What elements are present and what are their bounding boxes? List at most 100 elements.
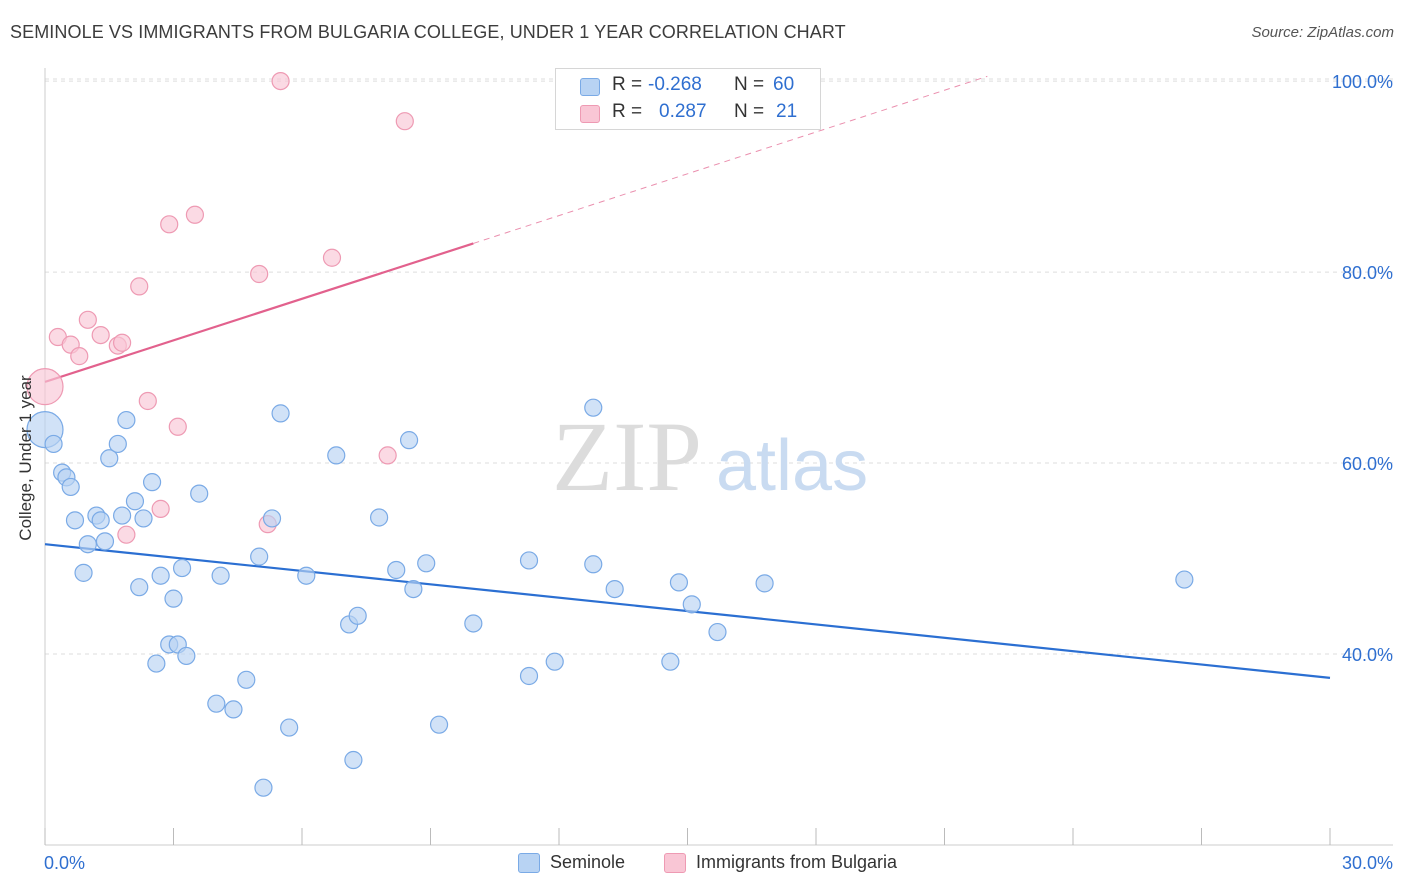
seminole-point — [262, 509, 282, 528]
watermark: ZIP atlas — [552, 401, 868, 512]
seminole-point — [708, 622, 727, 642]
seminole-point — [519, 551, 539, 570]
bulgaria-point — [70, 347, 89, 366]
bulgaria-point — [151, 499, 170, 518]
x-tick-label-min: 0.0% — [44, 853, 85, 873]
bulgaria-swatch — [580, 105, 600, 123]
seminole-point — [117, 410, 136, 430]
seminole-swatch — [580, 78, 600, 96]
seminole-point — [164, 589, 183, 608]
bulgaria-point — [250, 264, 269, 284]
seminole-point — [125, 492, 145, 511]
seminole-point — [429, 715, 449, 734]
bottom-bulgaria-label: Immigrants from Bulgaria — [696, 852, 898, 872]
seminole-point — [404, 579, 423, 599]
seminole-point — [44, 434, 63, 454]
bulgaria-point — [378, 446, 397, 465]
seminole-point — [327, 446, 346, 465]
seminole-r-value: -0.268 — [648, 74, 702, 95]
bulgaria-r-label: R = — [612, 101, 643, 122]
seminole-point — [108, 434, 127, 454]
seminole-point — [370, 508, 389, 527]
seminole-point — [464, 614, 483, 633]
seminole-point — [755, 574, 774, 593]
seminole-point — [74, 563, 93, 582]
seminole-point — [78, 535, 97, 554]
seminole-n-value: 60 — [773, 74, 795, 95]
seminole-point — [134, 509, 153, 528]
watermark-zip: ZIP — [552, 401, 702, 512]
y-axis-label: College, Under 1 year — [16, 375, 35, 541]
seminole-point — [207, 694, 226, 713]
chart-title: SEMINOLE VS IMMIGRANTS FROM BULGARIA COL… — [10, 22, 846, 42]
bottom-seminole-label: Seminole — [550, 852, 626, 872]
bulgaria-point — [78, 310, 97, 329]
seminole-point — [95, 532, 115, 551]
bulgaria-point — [185, 205, 205, 224]
tick-labels: 0.0% 30.0% 40.0% 60.0% 80.0% 100.0% — [44, 72, 1393, 873]
bulgaria-point — [168, 417, 187, 436]
bulgaria-trend-extension — [473, 75, 988, 244]
bulgaria-points — [26, 71, 414, 544]
bulgaria-point — [395, 112, 414, 131]
axes — [44, 68, 1393, 846]
stats-legend: R = -0.268 N = 60 R = 0.287 N = 21 — [555, 68, 821, 130]
seminole-r-label: R = — [612, 74, 643, 95]
seminole-point — [237, 670, 256, 689]
bulgaria-point — [271, 71, 290, 91]
bulgaria-point — [322, 248, 342, 267]
watermark-atlas: atlas — [716, 426, 868, 506]
bulgaria-point — [130, 277, 149, 296]
seminole-point — [130, 578, 149, 597]
seminole-point — [344, 750, 363, 770]
seminole-point — [112, 506, 132, 525]
grid-lines — [45, 78, 1393, 655]
seminole-point — [417, 554, 436, 573]
seminole-point — [669, 573, 689, 592]
seminole-point — [100, 449, 119, 468]
seminole-point — [1175, 570, 1194, 589]
seminole-n-label: N = — [734, 74, 765, 95]
source-label: Source: ZipAtlas.com — [1251, 24, 1394, 41]
seminole-point — [211, 566, 230, 585]
seminole-point — [682, 595, 701, 614]
bulgaria-point — [112, 333, 132, 352]
bulgaria-point — [138, 391, 157, 411]
x-tick-label-max: 30.0% — [1342, 853, 1393, 873]
seminole-point — [297, 566, 316, 585]
seminole-point — [172, 558, 192, 578]
seminole-point — [661, 652, 680, 671]
y-tick-label: 40.0% — [1342, 645, 1393, 665]
seminole-point — [545, 652, 564, 671]
bottom-bulgaria-swatch — [664, 853, 686, 873]
bulgaria-point — [160, 215, 179, 234]
trend-lines — [44, 75, 1331, 679]
seminole-point — [177, 646, 196, 666]
seminole-point — [65, 511, 85, 530]
seminole-point — [605, 579, 624, 599]
seminole-point — [387, 560, 406, 580]
bulgaria-point — [91, 325, 110, 345]
seminole-point — [61, 477, 80, 497]
seminole-point — [584, 398, 603, 417]
seminole-point — [271, 404, 290, 423]
y-tick-label: 60.0% — [1342, 454, 1393, 474]
bulgaria-n-label: N = — [734, 101, 765, 122]
seminole-point — [91, 511, 110, 530]
bulgaria-point — [26, 368, 64, 406]
bulgaria-point — [117, 525, 136, 544]
y-tick-label: 80.0% — [1342, 263, 1393, 283]
seminole-point — [584, 555, 603, 574]
seminole-point — [151, 566, 170, 585]
seminole-point — [147, 654, 166, 673]
seminole-point — [224, 700, 243, 719]
seminole-point — [142, 473, 162, 492]
bulgaria-trend-line — [44, 242, 474, 383]
seminole-point — [190, 484, 209, 503]
seminole-point — [399, 431, 419, 450]
bulgaria-n-value: 21 — [776, 101, 798, 122]
seminole-point — [280, 718, 299, 737]
seminole-point — [519, 666, 539, 686]
bottom-seminole-swatch — [518, 853, 540, 873]
